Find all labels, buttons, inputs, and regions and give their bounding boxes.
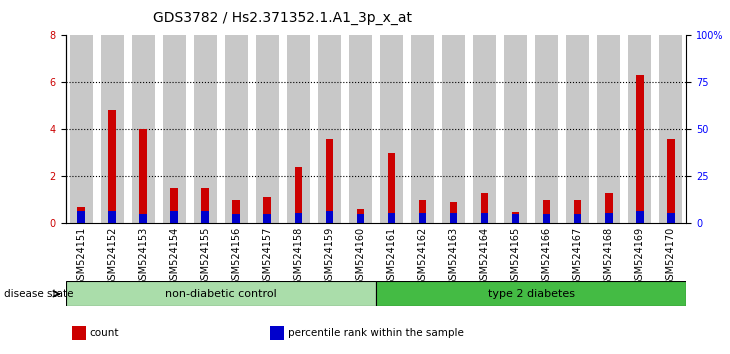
Text: GDS3782 / Hs2.371352.1.A1_3p_x_at: GDS3782 / Hs2.371352.1.A1_3p_x_at (153, 11, 412, 25)
Bar (480, 213, 488, 223)
Bar (255, 35, 279, 223)
Bar (287, 35, 310, 223)
Bar (77, 207, 85, 223)
Bar (72, 326, 85, 340)
Bar (318, 35, 341, 223)
Bar (163, 35, 186, 223)
Bar (108, 110, 116, 223)
Text: GSM524161: GSM524161 (386, 227, 396, 286)
Bar (201, 188, 210, 223)
Bar (636, 211, 644, 223)
Bar (193, 35, 217, 223)
Bar (170, 188, 178, 223)
Text: GSM524164: GSM524164 (480, 227, 490, 286)
Bar (566, 35, 589, 223)
Bar (480, 193, 488, 223)
Bar (294, 167, 302, 223)
Text: disease state: disease state (4, 289, 73, 299)
Bar (636, 75, 644, 223)
Bar (604, 213, 612, 223)
Bar (542, 214, 550, 223)
Bar (264, 197, 272, 223)
Bar (108, 211, 116, 223)
Text: GSM524159: GSM524159 (324, 227, 334, 286)
Text: GSM524165: GSM524165 (510, 227, 520, 286)
Bar (542, 200, 550, 223)
Text: GSM524155: GSM524155 (200, 227, 210, 286)
Bar (66, 281, 376, 306)
Text: GSM524151: GSM524151 (76, 227, 86, 286)
Bar (411, 35, 434, 223)
Text: GSM524160: GSM524160 (356, 227, 366, 286)
Text: GSM524154: GSM524154 (169, 227, 180, 286)
Bar (450, 202, 458, 223)
Bar (232, 214, 240, 223)
Text: GSM524152: GSM524152 (107, 227, 118, 286)
Bar (473, 35, 496, 223)
Bar (388, 213, 396, 223)
Bar (574, 200, 582, 223)
Bar (376, 281, 686, 306)
Text: GSM524166: GSM524166 (542, 227, 552, 286)
Bar (450, 213, 458, 223)
Bar (604, 193, 612, 223)
Text: GSM524168: GSM524168 (604, 227, 614, 286)
Bar (139, 129, 147, 223)
Text: percentile rank within the sample: percentile rank within the sample (288, 328, 464, 338)
Bar (326, 211, 334, 223)
Bar (628, 35, 651, 223)
Bar (418, 200, 426, 223)
Bar (356, 214, 364, 223)
Bar (659, 35, 683, 223)
Bar (388, 153, 396, 223)
Bar (232, 200, 240, 223)
Bar (201, 211, 210, 223)
Text: non-diabetic control: non-diabetic control (165, 289, 277, 299)
Bar (139, 214, 147, 223)
Bar (512, 214, 520, 223)
Text: GSM524170: GSM524170 (666, 227, 676, 286)
Bar (574, 214, 582, 223)
Text: GSM524162: GSM524162 (418, 227, 428, 286)
Text: GSM524167: GSM524167 (572, 227, 583, 286)
Bar (666, 139, 675, 223)
Bar (170, 211, 178, 223)
Bar (535, 35, 558, 223)
Bar (349, 35, 372, 223)
Text: GSM524153: GSM524153 (138, 227, 148, 286)
Text: GSM524157: GSM524157 (262, 227, 272, 286)
Bar (512, 212, 520, 223)
Bar (504, 35, 527, 223)
Bar (326, 139, 334, 223)
Bar (597, 35, 620, 223)
Bar (264, 214, 272, 223)
Bar (418, 213, 426, 223)
Bar (356, 209, 364, 223)
Bar (380, 35, 403, 223)
Bar (666, 213, 675, 223)
Bar (101, 35, 124, 223)
Text: count: count (89, 328, 119, 338)
Text: GSM524169: GSM524169 (634, 227, 645, 286)
Bar (270, 326, 284, 340)
Bar (442, 35, 465, 223)
Text: type 2 diabetes: type 2 diabetes (488, 289, 575, 299)
Text: GSM524156: GSM524156 (231, 227, 242, 286)
Text: GSM524158: GSM524158 (293, 227, 304, 286)
Bar (225, 35, 248, 223)
Bar (131, 35, 155, 223)
Bar (69, 35, 93, 223)
Text: GSM524163: GSM524163 (448, 227, 458, 286)
Bar (294, 213, 302, 223)
Bar (77, 211, 85, 223)
